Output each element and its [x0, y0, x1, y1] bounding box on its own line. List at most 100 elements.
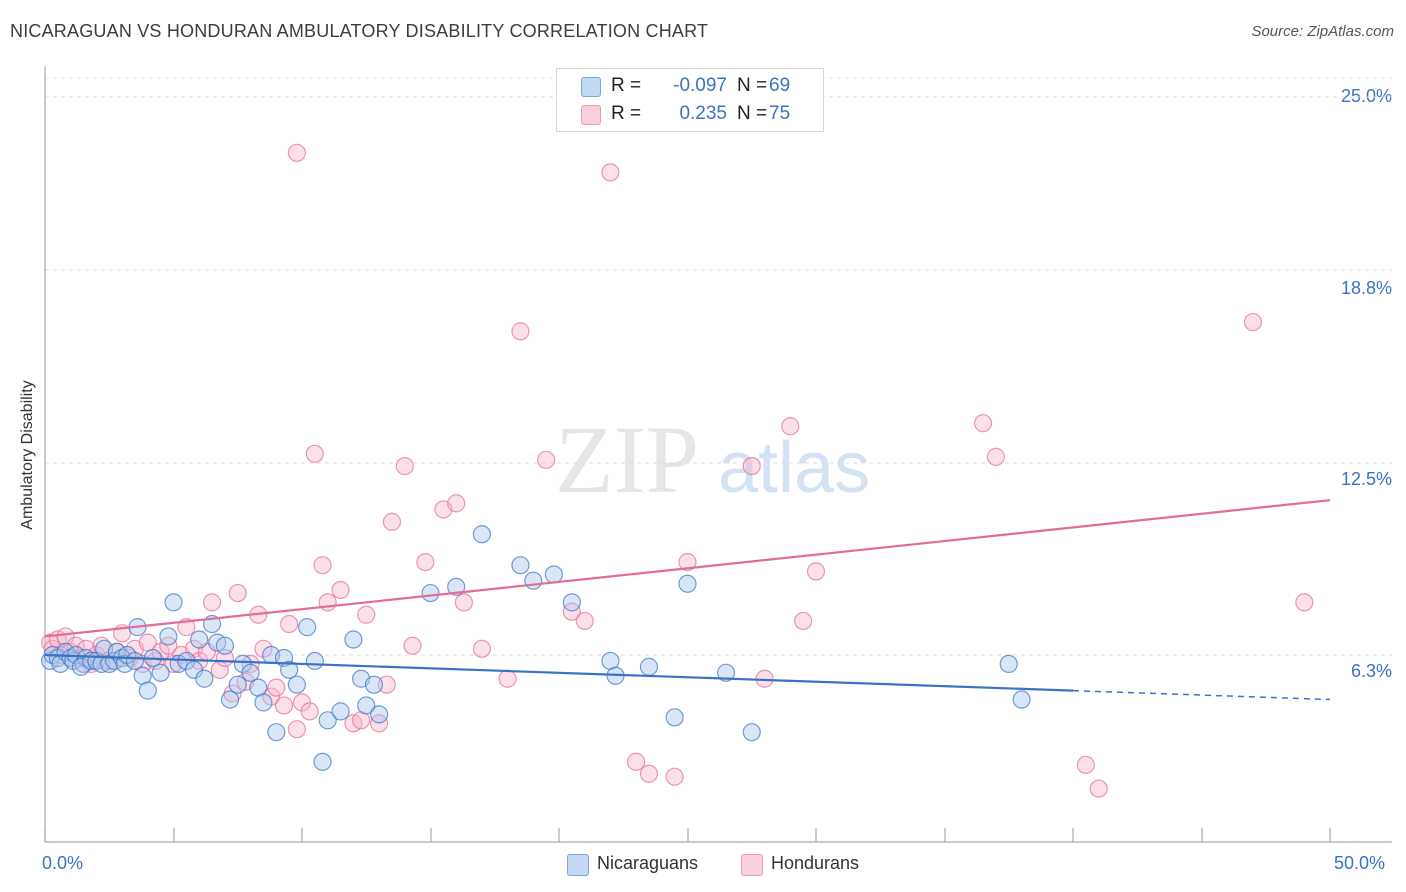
nicaraguans-point-59	[447, 577, 466, 596]
hondurans-point-70	[678, 552, 697, 572]
hondurans-point-19	[146, 651, 165, 671]
nicaraguans-point-62	[524, 571, 543, 590]
axes	[44, 66, 1392, 843]
legend-n-value: 69	[769, 75, 791, 96]
nicaraguans-point-27	[159, 627, 178, 646]
nicaraguans-point-47	[287, 675, 306, 694]
nicaraguans-point-56	[364, 675, 384, 694]
hondurans-extra-point-3	[806, 562, 826, 581]
hondurans-point-41	[287, 720, 306, 739]
hondurans-point-21	[159, 636, 178, 655]
hondurans-point-50	[357, 605, 376, 624]
nicaraguans-point-51	[318, 711, 337, 730]
chart-source: Source: ZipAtlas.com	[1251, 23, 1394, 40]
trend-lines	[44, 499, 1331, 701]
watermark-atlas: atlas	[718, 428, 870, 508]
legend-r-value: -0.097	[673, 75, 727, 96]
hondurans-trend-line	[44, 499, 1331, 638]
bottom-legend-label-nicaraguans: Nicaraguans	[597, 853, 699, 873]
hondurans-point-38	[267, 678, 286, 697]
x-tick-label-50: 50.0%	[1334, 853, 1386, 873]
hondurans-point-66	[601, 163, 620, 182]
nicaraguans-point-38	[228, 675, 247, 694]
hondurans-points	[41, 143, 1314, 798]
hondurans-point-61	[498, 669, 517, 688]
hondurans-extra-point-1	[973, 414, 993, 433]
hondurans-point-28	[202, 593, 222, 612]
hondurans-point-68	[639, 764, 659, 783]
hondurans-point-43	[300, 702, 319, 721]
nicaraguans-point-68	[678, 574, 697, 593]
hondurans-point-65	[575, 611, 594, 631]
nicaraguans-point-28	[164, 593, 183, 612]
nicaraguans-point-44	[267, 723, 286, 742]
nicaraguans-extra-point-3	[999, 654, 1018, 674]
hondurans-extra-point-6	[1295, 593, 1314, 612]
nicaraguans-point-53	[344, 630, 363, 649]
hondurans-point-47	[331, 580, 350, 600]
y-tick-label-18-8: 18.8%	[1340, 278, 1392, 298]
hondurans-point-71	[742, 456, 761, 476]
hondurans-point-74	[794, 611, 813, 631]
nicaraguans-trend-line	[44, 653, 1074, 692]
legend-r-label: R =	[611, 103, 642, 124]
nicaraguans-point-57	[370, 705, 389, 724]
bottom-legend-swatch-hondurans	[741, 854, 763, 876]
hondurans-extra-point-4	[1076, 755, 1095, 774]
nicaraguans-trend-extension	[1072, 689, 1331, 701]
hondurans-point-52	[377, 675, 396, 694]
nicaraguans-point-24	[138, 681, 157, 700]
nicaraguans-point-36	[215, 636, 234, 655]
hondurans-point-62	[511, 322, 530, 341]
x-tick-label-0: 0.0%	[42, 853, 84, 873]
nicaraguans-extra-point-4	[1012, 690, 1031, 709]
legend-r-label: R =	[611, 75, 642, 96]
hondurans-point-44	[305, 444, 324, 463]
hondurans-point-58	[447, 494, 466, 513]
nicaraguans-point-49	[305, 651, 324, 671]
nicaraguans-point-50	[313, 752, 332, 771]
nicaraguans-point-61	[511, 556, 530, 575]
legend-r-value: 0.235	[679, 103, 727, 124]
nicaraguans-point-48	[298, 618, 317, 637]
hondurans-point-45	[313, 556, 332, 575]
legend-n-label: N =	[737, 103, 768, 124]
nicaraguans-point-32	[190, 630, 209, 649]
nicaraguans-point-26	[151, 663, 170, 682]
legend-swatch-hondurans	[581, 105, 601, 125]
legend-n-value: 75	[769, 103, 791, 124]
nicaraguans-point-21	[125, 651, 145, 671]
grid-lines	[45, 77, 1392, 656]
hondurans-point-67	[626, 752, 646, 771]
nicaraguans-point-46	[280, 660, 299, 679]
nicaraguans-point-55	[357, 696, 376, 715]
nicaraguans-extra-point-2	[742, 723, 761, 742]
hondurans-extra-point-0	[287, 143, 306, 162]
hondurans-point-46	[318, 593, 337, 612]
nicaraguans-extra-point-0	[639, 657, 659, 676]
hondurans-point-60	[472, 639, 491, 658]
hondurans-point-54	[395, 456, 414, 476]
nicaraguans-point-58	[421, 583, 440, 603]
bottom-legend-swatch-nicaraguans	[567, 854, 589, 876]
hondurans-point-73	[781, 417, 800, 436]
hondurans-point-69	[665, 767, 684, 786]
nicaraguans-point-42	[254, 693, 273, 712]
hondurans-extra-point-2	[986, 447, 1006, 466]
nicaraguans-point-40	[241, 663, 260, 682]
y-tick-label-6-3: 6.3%	[1350, 661, 1392, 681]
correlation-legend: R = -0.097 N = 69 R = 0.235 N = 75	[556, 68, 824, 132]
nicaraguans-extra-point-1	[716, 663, 736, 682]
hondurans-extra-point-7	[1089, 779, 1108, 798]
hondurans-point-56	[416, 552, 435, 572]
legend-n-label: N =	[737, 75, 768, 96]
hondurans-point-59	[454, 593, 474, 612]
hondurans-point-53	[382, 512, 402, 531]
nicaraguans-point-64	[562, 593, 581, 612]
nicaraguans-point-10	[71, 657, 91, 676]
hondurans-point-32	[228, 583, 247, 603]
hondurans-point-40	[280, 614, 299, 634]
hondurans-point-64	[562, 602, 581, 621]
nicaraguans-point-33	[195, 669, 214, 688]
